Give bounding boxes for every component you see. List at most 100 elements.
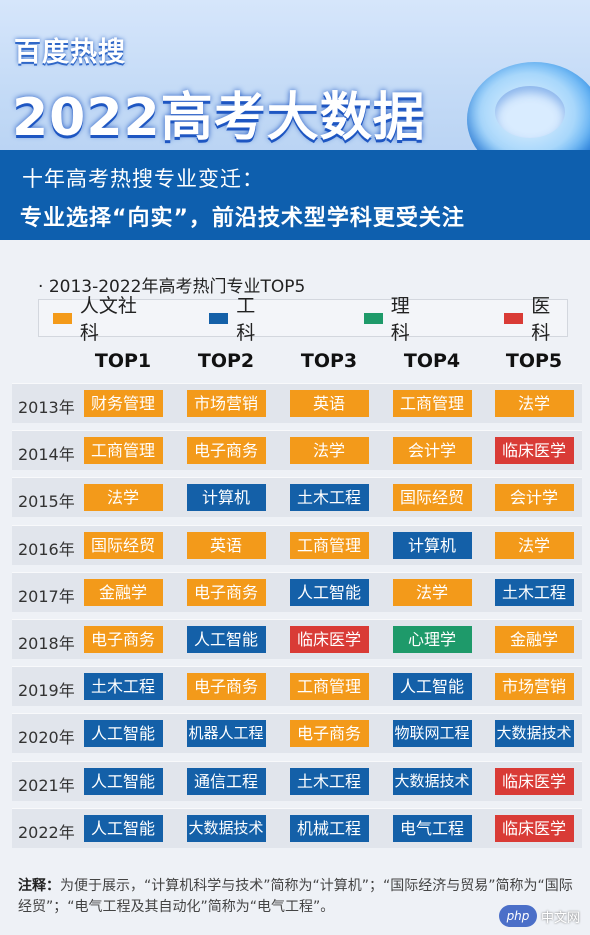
legend-item: 人文社科 [53,291,151,345]
column-header-top4: TOP4 [403,350,461,372]
banner-subheading: 专业选择“向实”，前沿技术型学科更受关注 [20,206,465,231]
major-tag: 工商管理 [392,390,472,417]
table-row: 2020年 人工智能 机器人工程 电子商务 物联网工程 大数据技术 [12,713,582,754]
column-header-top2: TOP2 [197,350,255,372]
table: 2013年 财务管理 市场营销 英语 工商管理 法学 2014年 工商管理 电子商务 法学 会计学临… [12,383,582,855]
major-tag: 财务管理 [83,390,163,417]
column-header-top3: TOP3 [300,350,358,372]
table-row: 2022年 人工智能 大数据技术 机械工程 电气工程 临床医学 [12,807,582,848]
major-tag: 工商管理 [289,673,369,701]
table-row: 2021年 人工智能 通信工程 土木工程 大数据技术 临床医学 [12,760,582,801]
major-tag: 金融学 [494,625,574,653]
legend-label: 工科 [236,295,256,344]
watermark-text: 中文网 [540,910,580,926]
major-tag: 计算机 [186,484,266,512]
year-label: 2019年 [18,681,75,701]
table-row: 2013年 财务管理 市场营销 英语 工商管理 法学 [12,383,582,423]
major-tag: 工商管理 [83,437,163,465]
major-tag: 临床医学 [289,625,369,653]
major-tag: 电子商务 [186,437,266,465]
major-tag: 国际经贸 [392,484,472,512]
bullet-dot-icon: · [38,277,49,297]
major-tag: 法学 [494,390,574,417]
major-tag: 通信工程 [186,767,266,795]
major-tag: 大数据技术 [186,814,266,842]
php-logo-icon: php [498,905,537,927]
major-tag: 电子商务 [289,720,369,748]
major-tag: 机械工程 [289,814,369,842]
column-header-top1: TOP1 [94,350,152,372]
major-tag: 土木工程 [494,578,574,606]
major-tag: 大数据技术 [494,720,574,748]
footnote-label: 注释： [18,878,60,894]
column-header-top5: TOP5 [505,350,563,372]
legend-item: 理科 [363,291,427,345]
major-tag: 会计学 [494,484,574,512]
legend-label: 人文社科 [79,295,137,344]
legend: 人文社科 工科 理科 医科 [38,295,568,344]
table-row: 2016年 国际经贸 英语 工商管理 计算机 法学 [12,524,582,565]
major-tag: 大数据技术 [392,767,472,795]
year-label: 2014年 [18,445,75,465]
table-row: 2014年 工商管理 电子商务 法学 会计学 临床医学 [12,430,582,471]
major-tag: 人工智能 [83,767,163,795]
decorative-ring-icon [467,62,590,160]
year-label: 2015年 [18,492,75,512]
major-tag: 电子商务 [186,673,266,701]
legend-swatch [53,312,72,324]
major-tag: 人工智能 [289,578,369,606]
table-row: 2017年 金融学 电子商务 人工智能 法学 土木工程 [12,571,582,612]
watermark: php 中文网 [498,905,580,927]
major-tag: 英语 [289,390,369,417]
major-tag: 国际经贸 [83,531,163,559]
year-label: 2022年 [18,822,75,842]
banner: 十年高考热搜专业变迁： 专业选择“向实”，前沿技术型学科更受关注 [0,150,590,240]
year-label: 2017年 [18,586,75,606]
major-tag: 人工智能 [83,814,163,842]
major-tag: 人工智能 [186,625,266,653]
banner-heading: 十年高考热搜专业变迁： [22,167,264,191]
major-tag: 法学 [392,578,472,606]
major-tag: 金融学 [83,578,163,606]
major-tag: 人工智能 [83,720,163,748]
legend-label: 医科 [531,295,551,344]
major-tag: 人工智能 [392,673,472,701]
major-tag: 临床医学 [494,437,574,465]
legend-label: 理科 [390,295,410,344]
major-tag: 英语 [186,531,266,559]
major-tag: 工商管理 [289,531,369,559]
legend-swatch [504,312,524,324]
legend-item: 工科 [209,291,272,345]
year-label: 2013年 [18,398,75,417]
major-tag: 心理学 [392,625,472,653]
major-tag: 法学 [83,484,163,512]
table-row: 2018年 电子商务 人工智能 临床医学 心理学 金融学 [12,618,582,659]
major-tag: 会计学 [392,437,472,465]
major-tag: 电子商务 [186,578,266,606]
major-tag: 法学 [494,531,574,559]
chart-title-text: 2013-2022年高考热门专业TOP5 [48,277,306,297]
table-row: 2015年 法学 计算机 土木工程 国际经贸 会计学 [12,477,582,518]
major-tag: 电气工程 [392,814,472,842]
major-tag: 计算机 [392,531,472,559]
year-label: 2018年 [18,633,75,653]
major-tag: 机器人工程 [186,720,266,748]
year-label: 2020年 [18,728,75,748]
year-label: 2016年 [18,539,75,559]
page-title: 2022高考大数据 [12,88,426,148]
major-tag: 市场营销 [494,673,574,701]
major-tag: 临床医学 [494,767,574,795]
legend-item: 医科 [504,291,567,345]
content-area: · 2013-2022年高考热门专业TOP5 人文社科 工科 理科 医科 TOP1 TO… [0,240,590,935]
year-label: 2021年 [18,775,75,795]
major-tag: 物联网工程 [392,720,472,748]
legend-swatch [209,312,229,324]
column-headers: TOP1 TOP2 TOP3 TOP4 TOP5 [0,350,590,380]
major-tag: 市场营销 [186,390,266,417]
brand-title: 百度热搜 [14,37,126,68]
legend-swatch [363,312,383,324]
footnote: 注释：为便于展示，“计算机科学与技术”简称为“计算机”；“国际经济与贸易”简称为… [18,876,578,918]
major-tag: 土木工程 [83,673,163,701]
chart-title: · 2013-2022年高考热门专业TOP5 [38,272,305,297]
major-tag: 土木工程 [289,767,369,795]
